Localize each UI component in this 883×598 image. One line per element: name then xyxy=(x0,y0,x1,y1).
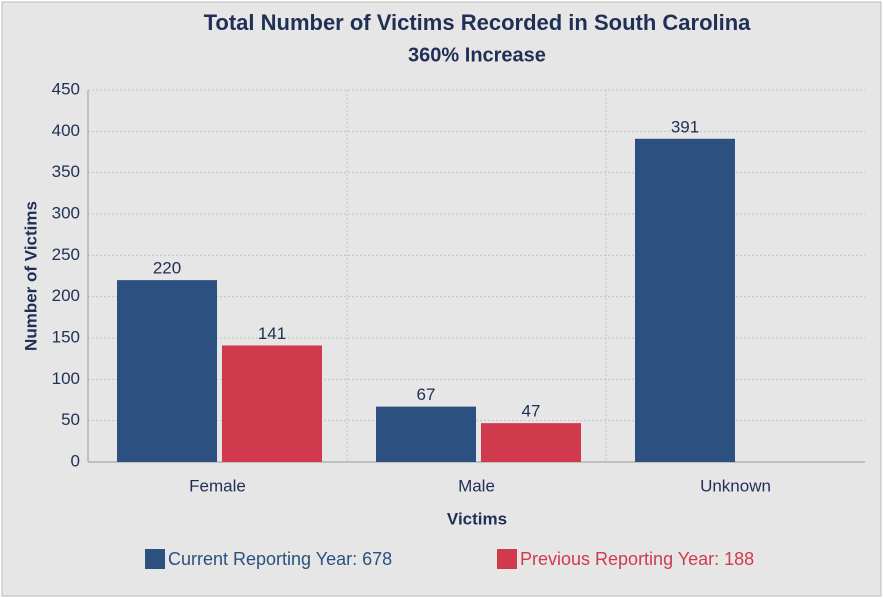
y-axis-title: Number of Victims xyxy=(21,201,40,351)
chart-subtitle: 360% Increase xyxy=(408,44,546,66)
x-tick-label: Male xyxy=(458,476,495,495)
bar xyxy=(222,345,322,462)
y-tick-label: 200 xyxy=(52,286,80,305)
x-axis-title: Victims xyxy=(447,509,507,528)
y-tick-label: 450 xyxy=(52,79,80,98)
legend-label: Previous Reporting Year: 188 xyxy=(520,549,754,569)
legend-swatch xyxy=(497,549,517,569)
value-label: 391 xyxy=(671,117,699,136)
y-tick-label: 150 xyxy=(52,327,80,346)
x-tick-label: Unknown xyxy=(700,476,771,495)
bar xyxy=(376,406,476,462)
value-label: 141 xyxy=(258,324,286,343)
value-label: 47 xyxy=(522,402,541,421)
y-tick-label: 0 xyxy=(71,451,80,470)
value-label: 67 xyxy=(417,385,436,404)
bar xyxy=(635,138,735,463)
bar xyxy=(481,423,581,462)
legend-label: Current Reporting Year: 678 xyxy=(168,549,392,569)
chart-title: Total Number of Victims Recorded in Sout… xyxy=(204,10,752,35)
bar xyxy=(117,280,217,462)
y-tick-label: 350 xyxy=(52,162,80,181)
y-tick-label: 300 xyxy=(52,203,80,222)
legend-swatch xyxy=(145,549,165,569)
y-tick-label: 100 xyxy=(52,369,80,388)
value-label: 220 xyxy=(153,259,181,278)
y-tick-label: 50 xyxy=(61,410,80,429)
y-tick-label: 400 xyxy=(52,121,80,140)
x-tick-label: Female xyxy=(189,476,246,495)
y-tick-label: 250 xyxy=(52,245,80,264)
